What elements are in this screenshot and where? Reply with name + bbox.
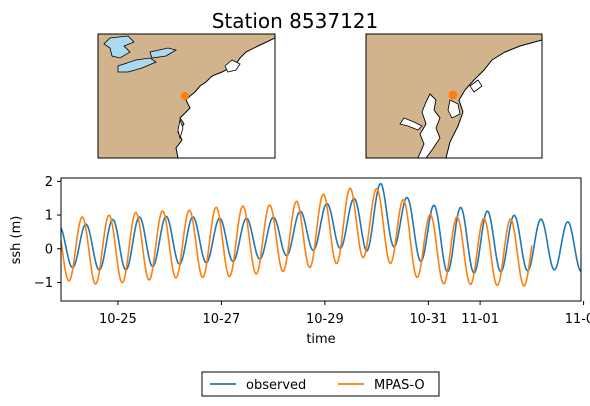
series-line-observed	[61, 182, 581, 274]
map2-coast-inlet	[469, 79, 483, 93]
x-tick-label: 10-27	[203, 312, 241, 327]
legend-model-label: MPAS-O	[374, 378, 425, 393]
legend: observed MPAS-O	[201, 371, 440, 397]
x-tick-label: 11-03	[565, 312, 590, 327]
plot-frame	[60, 177, 582, 302]
ssh-chart: 10-25 10-27 10-29 10-31 11-01 11-03 −1 0 1 2 tim…	[9, 175, 590, 347]
map2-station-marker	[448, 90, 458, 100]
map1-coastline-detail	[224, 59, 241, 73]
map1-station-marker	[181, 92, 189, 100]
legend-box	[201, 371, 440, 397]
legend-observed-label: observed	[246, 378, 306, 393]
map2-potomac	[399, 117, 423, 131]
y-tick-label: −1	[34, 276, 53, 291]
x-tick-label: 10-31	[409, 312, 447, 327]
map1-great-lake-1	[103, 35, 135, 59]
map1-bay	[177, 118, 184, 140]
map1-great-lake-2	[117, 57, 157, 73]
x-tick-label: 10-29	[306, 312, 344, 327]
series-line-mpas-o	[61, 187, 533, 287]
x-tick-label: 11-01	[461, 312, 499, 327]
zoomed-map	[365, 33, 543, 159]
x-tick-label: 10-25	[99, 312, 137, 327]
x-axis-label: time	[306, 332, 335, 347]
map2-chesapeake-bay	[417, 93, 441, 158]
y-tick-label: 2	[45, 175, 53, 190]
regional-map	[97, 33, 276, 159]
map1-great-lake-3	[149, 47, 178, 59]
y-axis-label: ssh (m)	[9, 216, 24, 265]
map2-delaware-bay	[447, 99, 461, 119]
y-tick-label: 1	[45, 209, 53, 224]
figure-title: Station 8537121	[212, 9, 379, 33]
y-tick-label: 0	[45, 242, 53, 257]
